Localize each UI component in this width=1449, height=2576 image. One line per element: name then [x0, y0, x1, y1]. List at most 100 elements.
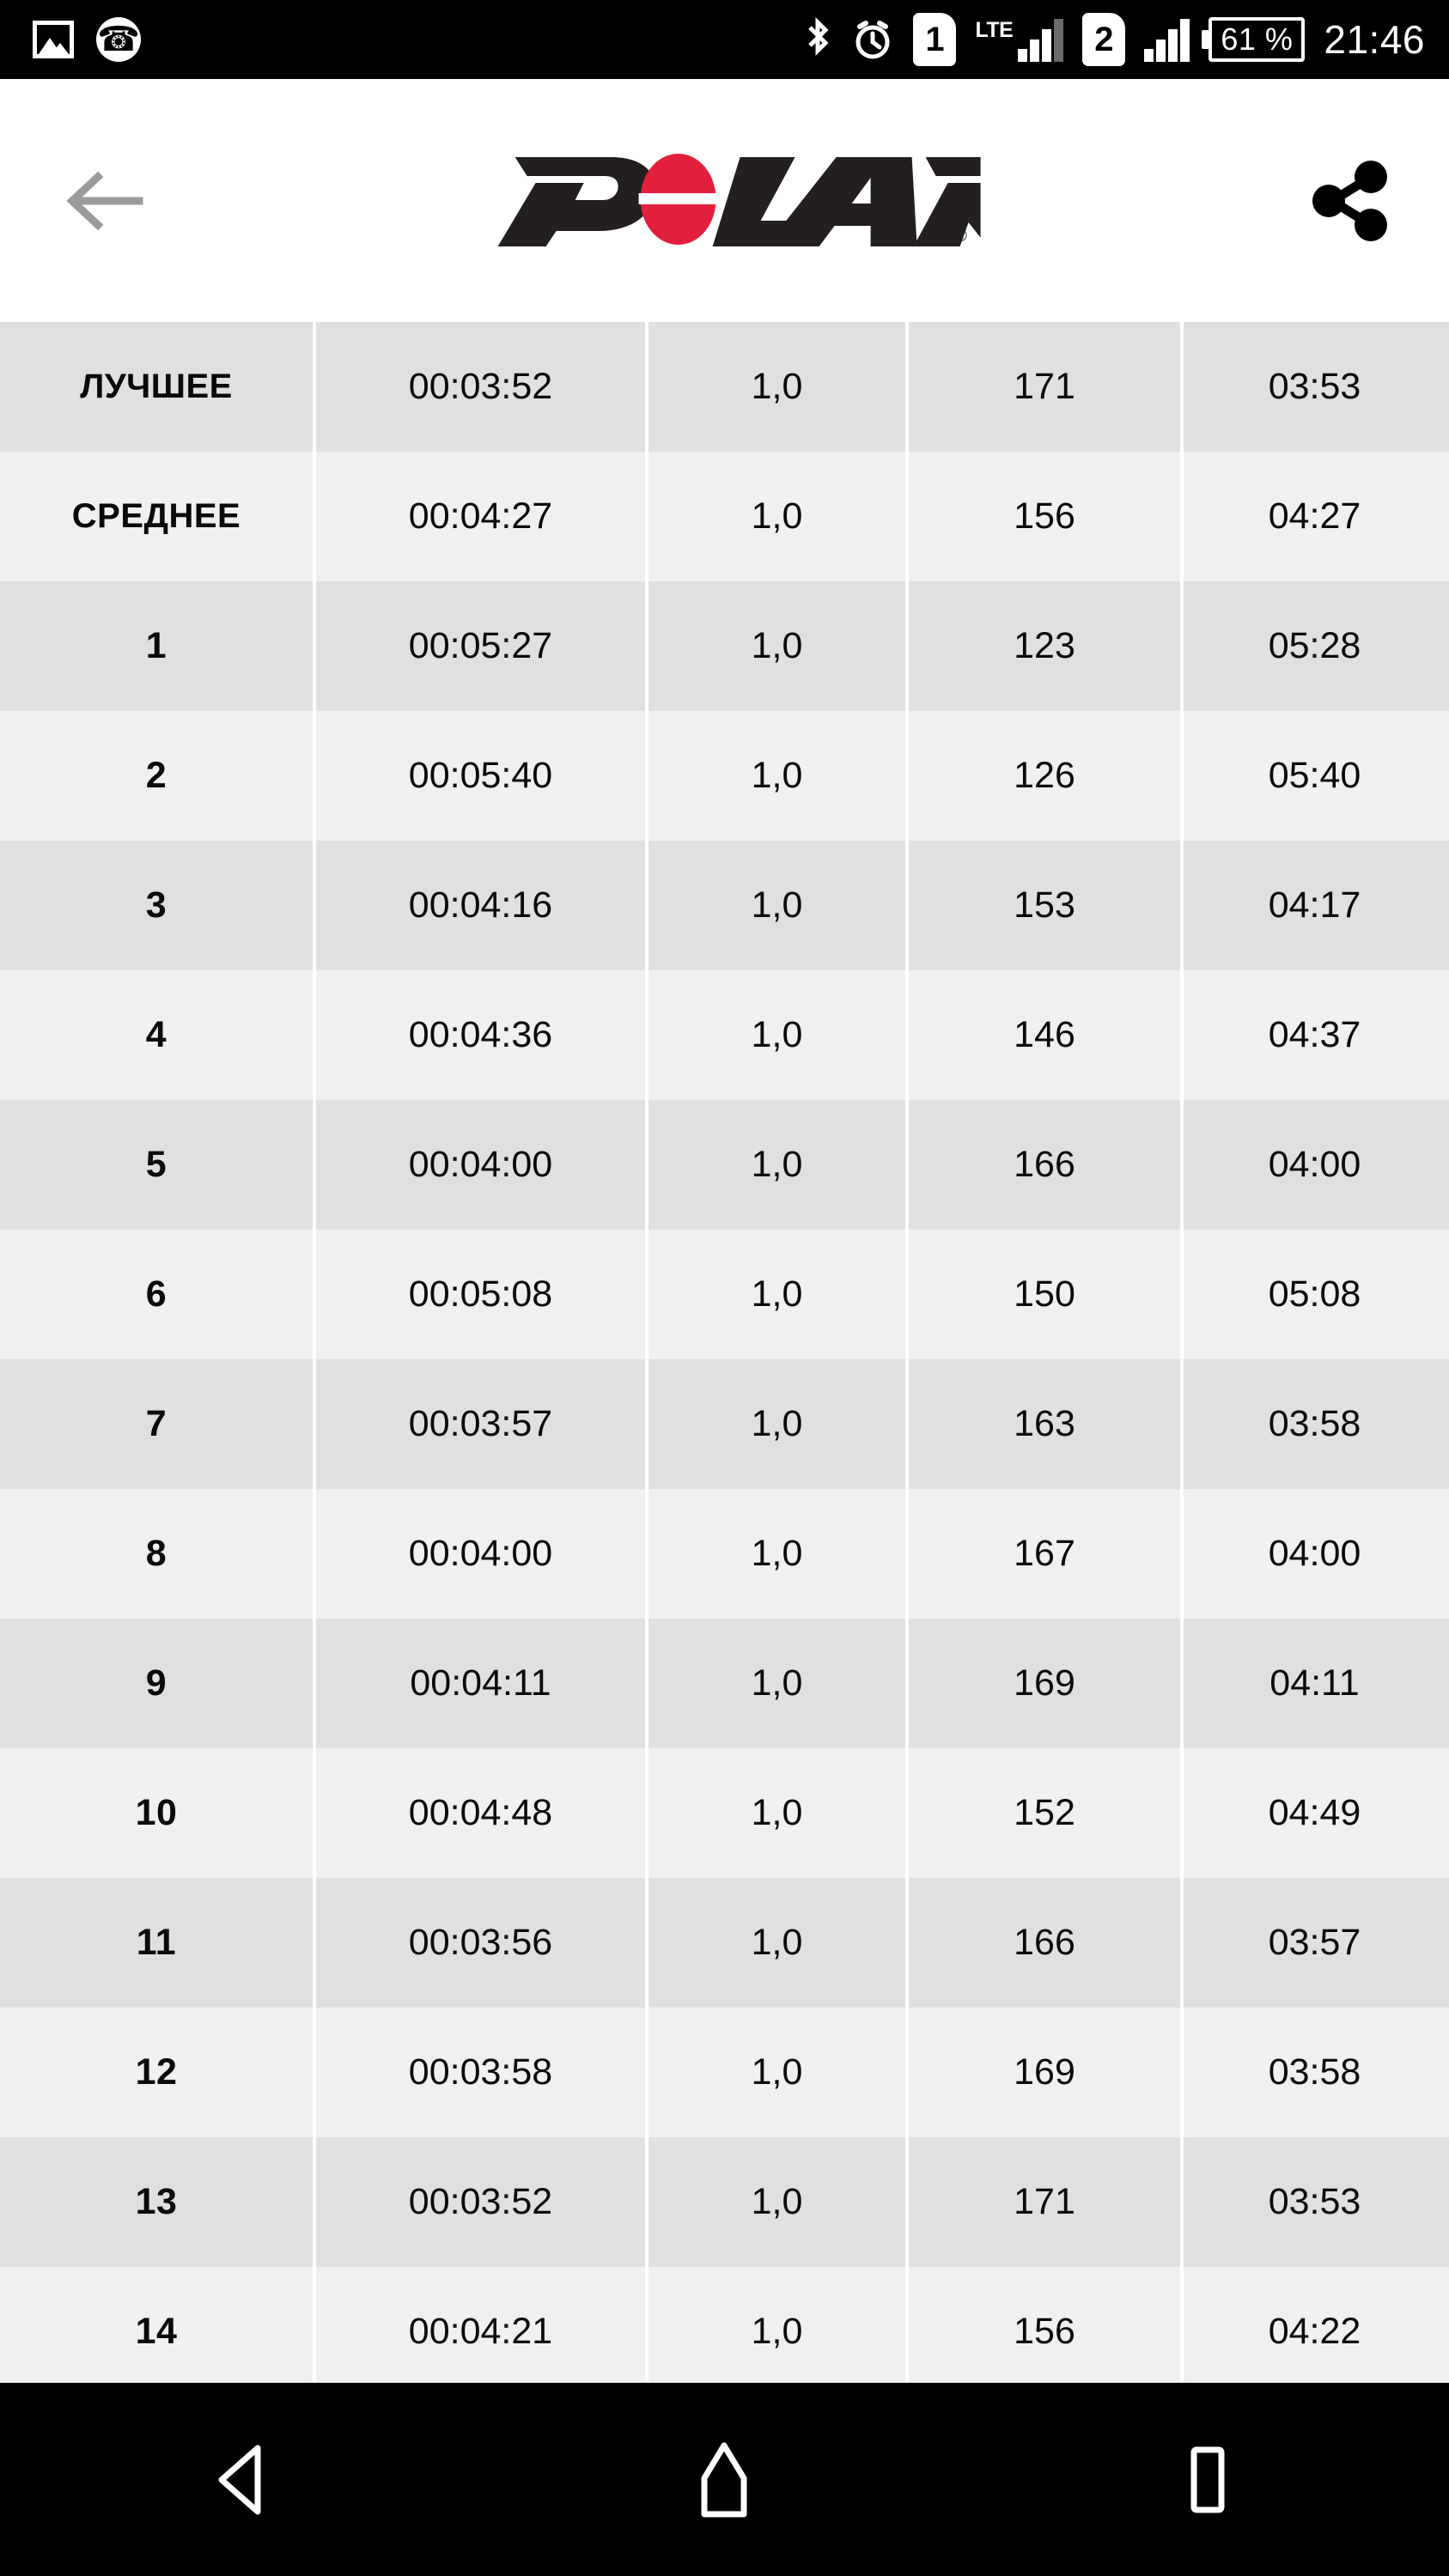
table-row[interactable]: 3 00:04:16 1,0 153 04:17 [0, 841, 1449, 970]
android-home-button[interactable] [651, 2407, 797, 2553]
table-cell-distance: 1,0 [648, 1100, 909, 1230]
table-cell-duration: 00:03:52 [316, 2137, 648, 2267]
table-cell-duration: 00:04:36 [316, 970, 648, 1100]
table-cell-distance: 1,0 [648, 2008, 909, 2137]
table-row[interactable]: 12 00:03:58 1,0 169 03:58 [0, 2008, 1449, 2137]
table-cell-heart_rate: 146 [909, 970, 1184, 1100]
table-cell-distance: 1,0 [648, 2137, 909, 2267]
table-row[interactable]: 6 00:05:08 1,0 150 05:08 [0, 1230, 1449, 1359]
table-cell-distance: 1,0 [648, 1489, 909, 1619]
table-cell-duration: 00:04:11 [316, 1619, 648, 1748]
table-cell-duration: 00:04:00 [316, 1100, 648, 1230]
android-back-button[interactable] [168, 2407, 314, 2553]
table-cell-lap: 6 [0, 1230, 316, 1359]
table-cell-duration: 00:03:56 [316, 1878, 648, 2008]
app-header: ® [0, 79, 1449, 322]
table-cell-heart_rate: 153 [909, 841, 1184, 970]
table-cell-pace: 04:11 [1269, 1662, 1360, 1704]
table-cell-pace: 04:00 [1268, 1144, 1361, 1185]
triangle-left-icon [218, 2445, 261, 2514]
missed-call-icon [96, 17, 141, 62]
table-cell-heart_rate: 126 [909, 711, 1184, 841]
table-cell-lap: 2 [0, 711, 316, 841]
table-cell-pace: 03:58 [1268, 2051, 1361, 2093]
table-cell-duration: 00:03:52 [316, 322, 648, 452]
table-cell-duration: 00:04:16 [316, 841, 648, 970]
status-bar-right-icons: 1 LTE 2 61 % 21:46 [803, 13, 1449, 66]
home-icon [701, 2442, 747, 2517]
table-row[interactable]: 13 00:03:52 1,0 171 03:53 [0, 2137, 1449, 2267]
table-row[interactable]: 8 00:04:00 1,0 167 04:00 [0, 1489, 1449, 1619]
sim1-icon: 1 [913, 13, 957, 66]
table-cell-heart_rate: 166 [909, 1878, 1184, 2008]
table-cell-pace: 03:57 [1268, 1922, 1361, 1963]
table-row[interactable]: 1 00:05:27 1,0 123 05:28 [0, 581, 1449, 711]
table-cell-pace: 04:27 [1268, 495, 1361, 537]
table-cell-lap: 5 [0, 1100, 316, 1230]
table-cell-heart_rate: 167 [909, 1489, 1184, 1619]
share-button[interactable] [1296, 149, 1399, 252]
table-cell-distance: 1,0 [648, 1748, 909, 1878]
table-cell-pace: 03:53 [1268, 366, 1361, 407]
table-row[interactable]: 5 00:04:00 1,0 166 04:00 [0, 1100, 1449, 1230]
table-cell-lap: 13 [0, 2137, 316, 2267]
table-cell-lap: 11 [0, 1878, 316, 2008]
table-cell-distance: 1,0 [648, 452, 909, 581]
table-row[interactable]: 9 00:04:11 1,0 169 04:11 [0, 1619, 1449, 1748]
polar-logo: ® [482, 150, 981, 252]
table-cell-distance: 1,0 [648, 841, 909, 970]
table-cell-distance: 1,0 [648, 581, 909, 711]
back-button[interactable] [53, 149, 156, 252]
table-row[interactable]: 7 00:03:57 1,0 163 03:58 [0, 1359, 1449, 1489]
table-cell-distance: 1,0 [648, 711, 909, 841]
status-bar-clock: 21:46 [1324, 17, 1425, 62]
android-navigation-bar [0, 2383, 1449, 2576]
status-bar-left-icons [0, 17, 141, 62]
table-cell-pace: 04:17 [1268, 884, 1361, 926]
table-cell-pace: 03:58 [1268, 1403, 1361, 1444]
square-icon [1190, 2446, 1225, 2512]
table-cell-heart_rate: 171 [909, 322, 1184, 452]
table-row[interactable]: 2 00:05:40 1,0 126 05:40 [0, 711, 1449, 841]
battery-percent-label: 61 % [1221, 21, 1294, 57]
bluetooth-icon [803, 17, 832, 62]
polar-wordmark-icon [497, 153, 981, 246]
table-row[interactable]: 10 00:04:48 1,0 152 04:49 [0, 1748, 1449, 1878]
table-cell-distance: 1,0 [648, 1619, 909, 1748]
table-cell-lap: 12 [0, 2008, 316, 2137]
lte-signal-icon: LTE [975, 17, 1064, 62]
table-cell-heart_rate: 156 [909, 452, 1184, 581]
table-cell-heart_rate: 123 [909, 581, 1184, 711]
table-cell-pace: 04:37 [1268, 1014, 1361, 1055]
table-cell-heart_rate: 156 [909, 2267, 1184, 2383]
table-cell-distance: 1,0 [648, 322, 909, 452]
battery-icon: 61 % [1209, 17, 1306, 62]
table-cell-heart_rate: 166 [909, 1100, 1184, 1230]
table-row[interactable]: 14 00:04:21 1,0 156 04:22 [0, 2267, 1449, 2383]
table-row[interactable]: 4 00:04:36 1,0 146 04:37 [0, 970, 1449, 1100]
table-cell-pace: 05:08 [1268, 1273, 1361, 1315]
table-row[interactable]: 11 00:03:56 1,0 166 03:57 [0, 1878, 1449, 2008]
table-cell-duration: 00:03:58 [316, 2008, 648, 2137]
table-cell-distance: 1,0 [648, 970, 909, 1100]
registered-trademark-symbol: ® [954, 226, 967, 246]
table-cell-pace: 04:22 [1268, 2311, 1361, 2352]
table-cell-distance: 1,0 [648, 1878, 909, 2008]
android-recents-button[interactable] [1135, 2407, 1281, 2553]
sim1-signal-bars [1018, 17, 1064, 62]
table-cell-duration: 00:05:27 [316, 581, 648, 711]
table-cell-lap: 3 [0, 841, 316, 970]
lap-table[interactable]: ЛУЧШЕЕ 00:03:52 1,0 171 03:53 СРЕДНЕЕ 00:04:27… [0, 322, 1449, 2383]
table-cell-lap: 7 [0, 1359, 316, 1489]
table-cell-duration: 00:04:27 [316, 452, 648, 581]
table-row[interactable]: ЛУЧШЕЕ 00:03:52 1,0 171 03:53 [0, 322, 1449, 452]
table-cell-heart_rate: 150 [909, 1230, 1184, 1359]
table-row[interactable]: СРЕДНЕЕ 00:04:27 1,0 156 04:27 [0, 452, 1449, 581]
table-cell-lap: 8 [0, 1489, 316, 1619]
table-cell-duration: 00:05:08 [316, 1230, 648, 1359]
back-arrow-icon [66, 171, 143, 230]
table-cell-heart_rate: 169 [909, 2008, 1184, 2137]
table-cell-lap: 14 [0, 2267, 316, 2383]
table-cell-heart_rate: 163 [909, 1359, 1184, 1489]
table-cell-pace: 04:49 [1268, 1792, 1361, 1833]
